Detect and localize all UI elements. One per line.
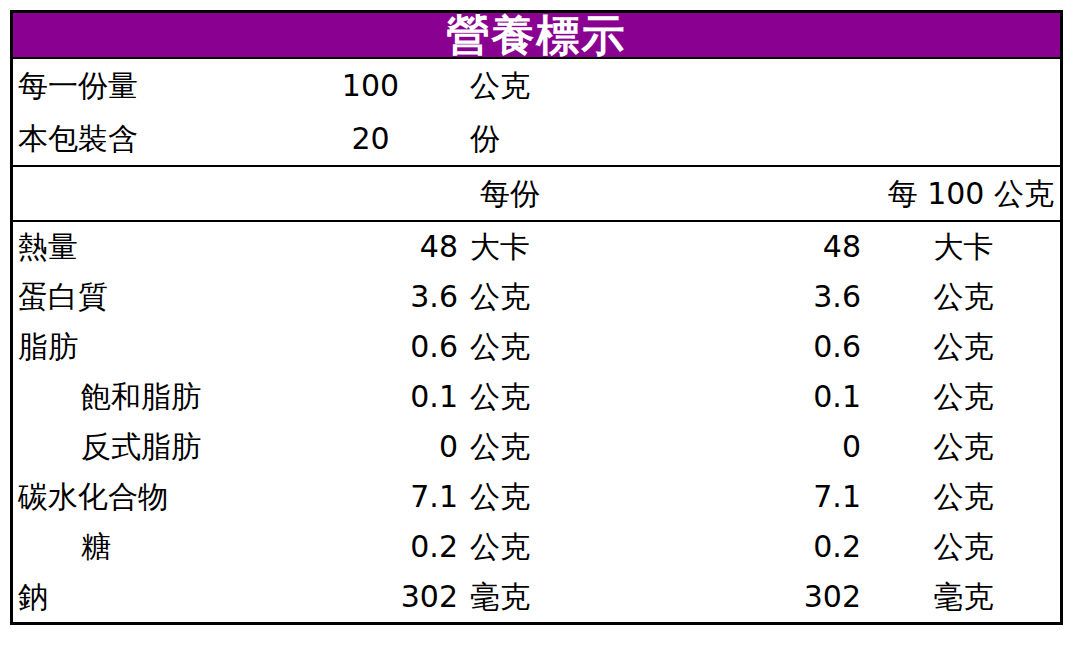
- serving-size-value: 100: [277, 71, 464, 101]
- per-serving-unit: 毫克: [464, 582, 675, 612]
- servings-per-package-row: 本包裝含 20 份: [13, 112, 1060, 165]
- table-row-calories: 熱量 48 大卡 48 大卡: [13, 222, 1060, 272]
- per-serving-unit: 公克: [464, 332, 675, 362]
- per-serving-value: 302: [277, 582, 464, 612]
- per-serving-unit: 公克: [464, 532, 675, 562]
- nutrient-label: 碳水化合物: [13, 482, 277, 512]
- per-serving-unit: 公克: [464, 382, 675, 412]
- serving-size-unit: 公克: [464, 71, 675, 101]
- per-serving-value: 0: [277, 432, 464, 462]
- table-row-sodium: 鈉 302 毫克 302 毫克: [13, 572, 1060, 622]
- per-100g-value: 48: [675, 232, 867, 262]
- servings-per-package-unit: 份: [464, 124, 675, 154]
- column-header-row: 每份 每 100 公克: [13, 165, 1060, 222]
- title-bar: 營養標示: [13, 13, 1060, 59]
- page-title: 營養標示: [447, 14, 627, 57]
- servings-per-package-label: 本包裝含: [13, 124, 277, 154]
- per-100g-unit: 毫克: [867, 582, 1060, 612]
- servings-per-package-value: 20: [277, 124, 464, 154]
- per-100g-unit: 公克: [867, 432, 1060, 462]
- nutrient-label: 反式脂肪: [13, 432, 277, 462]
- per-serving-unit: 公克: [464, 432, 675, 462]
- nutrition-facts-table: 營養標示 每一份量 100 公克 本包裝含 20 份 每份 每 100 公克 熱…: [10, 10, 1063, 625]
- per-100g-value: 3.6: [675, 282, 867, 312]
- nutrient-label: 鈉: [13, 582, 277, 612]
- per-100g-value: 0.2: [675, 532, 867, 562]
- table-row-sugar: 糖 0.2 公克 0.2 公克: [13, 522, 1060, 572]
- per-100g-unit: 公克: [867, 332, 1060, 362]
- table-row-protein: 蛋白質 3.6 公克 3.6 公克: [13, 272, 1060, 322]
- per-100g-column-header: 每 100 公克: [675, 179, 1060, 209]
- nutrient-label: 熱量: [13, 232, 277, 262]
- per-100g-unit: 公克: [867, 532, 1060, 562]
- per-100g-value: 302: [675, 582, 867, 612]
- table-row-trans-fat: 反式脂肪 0 公克 0 公克: [13, 422, 1060, 472]
- nutrient-label: 脂肪: [13, 332, 277, 362]
- per-serving-value: 0.1: [277, 382, 464, 412]
- serving-size-label: 每一份量: [13, 71, 277, 101]
- table-row-fat: 脂肪 0.6 公克 0.6 公克: [13, 322, 1060, 372]
- per-100g-value: 0.6: [675, 332, 867, 362]
- per-serving-value: 7.1: [277, 482, 464, 512]
- per-serving-value: 0.2: [277, 532, 464, 562]
- serving-size-row: 每一份量 100 公克: [13, 59, 1060, 112]
- per-serving-unit: 公克: [464, 282, 675, 312]
- nutrient-label: 蛋白質: [13, 282, 277, 312]
- per-100g-unit: 大卡: [867, 232, 1060, 262]
- per-100g-value: 0.1: [675, 382, 867, 412]
- per-serving-value: 48: [277, 232, 464, 262]
- per-serving-unit: 大卡: [464, 232, 675, 262]
- per-100g-unit: 公克: [867, 282, 1060, 312]
- nutrient-label: 糖: [13, 532, 277, 562]
- per-100g-unit: 公克: [867, 482, 1060, 512]
- per-100g-value: 0: [675, 432, 867, 462]
- per-100g-value: 7.1: [675, 482, 867, 512]
- per-serving-column-header: 每份: [464, 179, 675, 209]
- per-100g-unit: 公克: [867, 382, 1060, 412]
- per-serving-value: 3.6: [277, 282, 464, 312]
- per-serving-value: 0.6: [277, 332, 464, 362]
- table-row-carbohydrate: 碳水化合物 7.1 公克 7.1 公克: [13, 472, 1060, 522]
- table-row-saturated-fat: 飽和脂肪 0.1 公克 0.1 公克: [13, 372, 1060, 422]
- per-serving-unit: 公克: [464, 482, 675, 512]
- nutrient-label: 飽和脂肪: [13, 382, 277, 412]
